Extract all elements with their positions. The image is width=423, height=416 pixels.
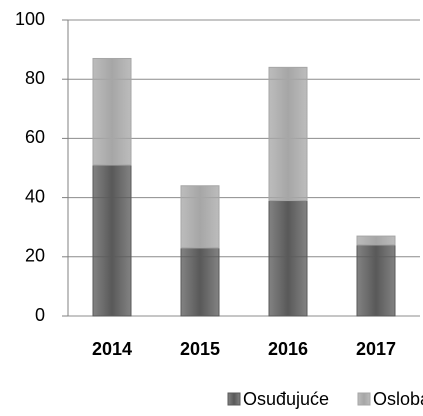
y-tick-label: 20: [25, 246, 45, 266]
y-tick-label: 80: [25, 68, 45, 88]
bar-segment: [356, 235, 396, 246]
bar-segment: [92, 164, 132, 317]
bar-segment: [180, 185, 220, 249]
legend-label: Osuđujuće: [243, 389, 329, 409]
bar-segment: [92, 57, 132, 166]
legend-swatch: [227, 392, 241, 406]
legend-label: Oslobađajuće: [373, 389, 423, 409]
bar-segment: [268, 66, 308, 202]
bar-segment: [356, 244, 396, 317]
x-tick-label: 2016: [268, 339, 308, 359]
y-tick-label: 60: [25, 127, 45, 147]
y-tick-label: 40: [25, 186, 45, 206]
bar-segment: [268, 200, 308, 317]
bar-segment: [180, 247, 220, 317]
x-tick-label: 2014: [92, 339, 132, 359]
x-tick-label: 2017: [356, 339, 396, 359]
y-tick-label: 0: [35, 305, 45, 325]
legend-swatch: [357, 392, 371, 406]
y-tick-label: 100: [15, 9, 45, 29]
x-tick-label: 2015: [180, 339, 220, 359]
